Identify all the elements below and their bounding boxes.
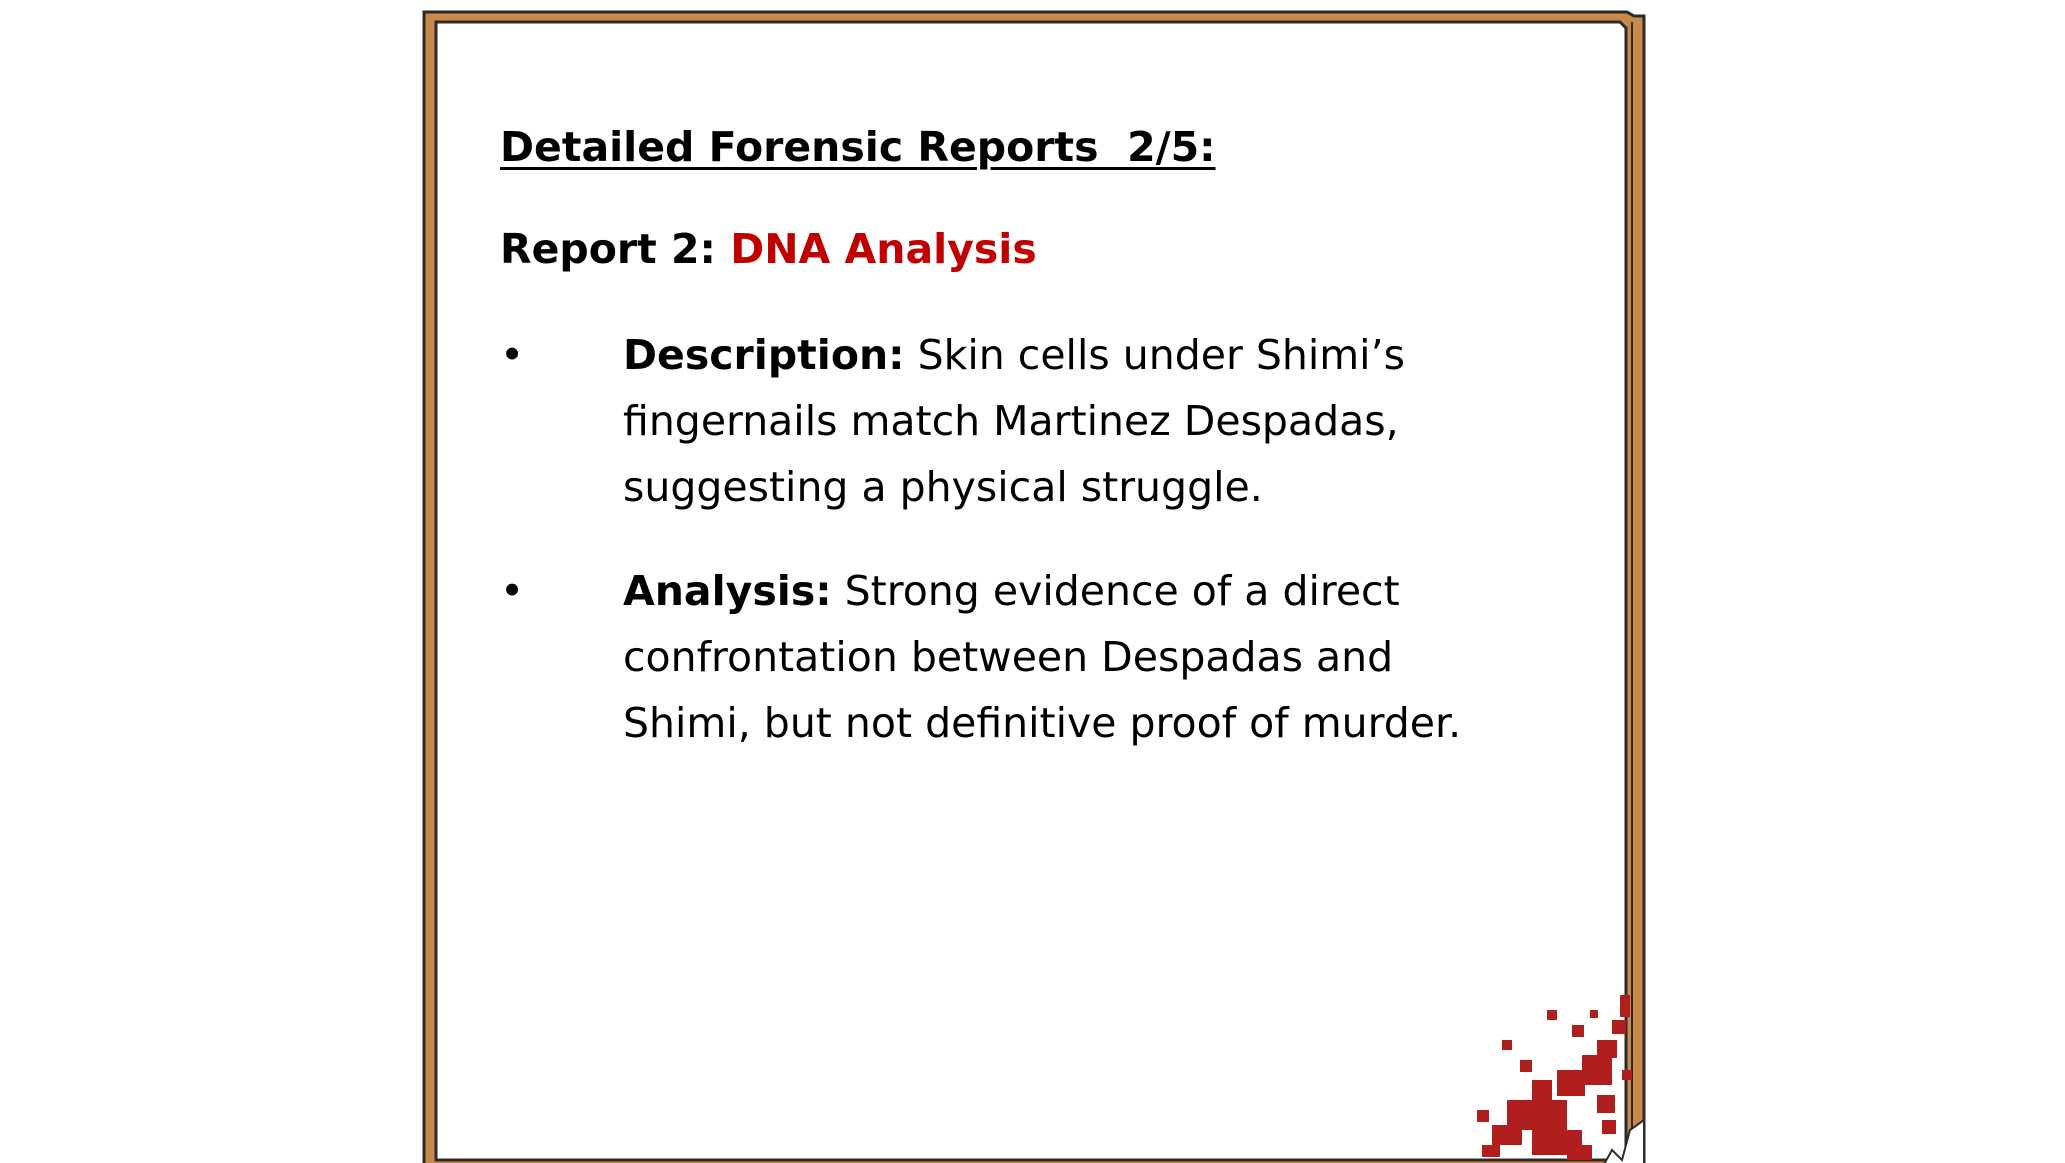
report-bullets: • Description: Skin cells under Shimi’s … <box>500 322 1480 756</box>
bullet-text: Strong evidence of a direct confrontatio… <box>623 567 1462 747</box>
report-title: Report 2: DNA Analysis <box>500 220 1480 278</box>
report-number: Report 2: <box>500 225 731 273</box>
forensic-report: Detailed Forensic Reports 2/5: Report 2:… <box>500 118 1480 794</box>
bullet-text: Skin cells under Shimi’s fingernails mat… <box>623 331 1405 511</box>
report-subject: DNA Analysis <box>730 225 1037 273</box>
case-file-frame: Detailed Forensic Reports 2/5: Report 2:… <box>422 10 1647 1163</box>
blood-splatter-icon <box>1477 995 1632 1160</box>
bullet-analysis: • Analysis: Strong evidence of a direct … <box>500 558 1483 756</box>
bullet-description: • Description: Skin cells under Shimi’s … <box>500 322 1483 520</box>
bullet-term: Description: <box>623 331 905 379</box>
bullet-marker: • <box>500 331 525 379</box>
wooden-frame <box>422 10 1646 1163</box>
page-title: Detailed Forensic Reports 2/5: <box>500 123 1216 171</box>
bullet-marker: • <box>500 567 525 615</box>
bullet-term: Analysis: <box>623 567 832 615</box>
